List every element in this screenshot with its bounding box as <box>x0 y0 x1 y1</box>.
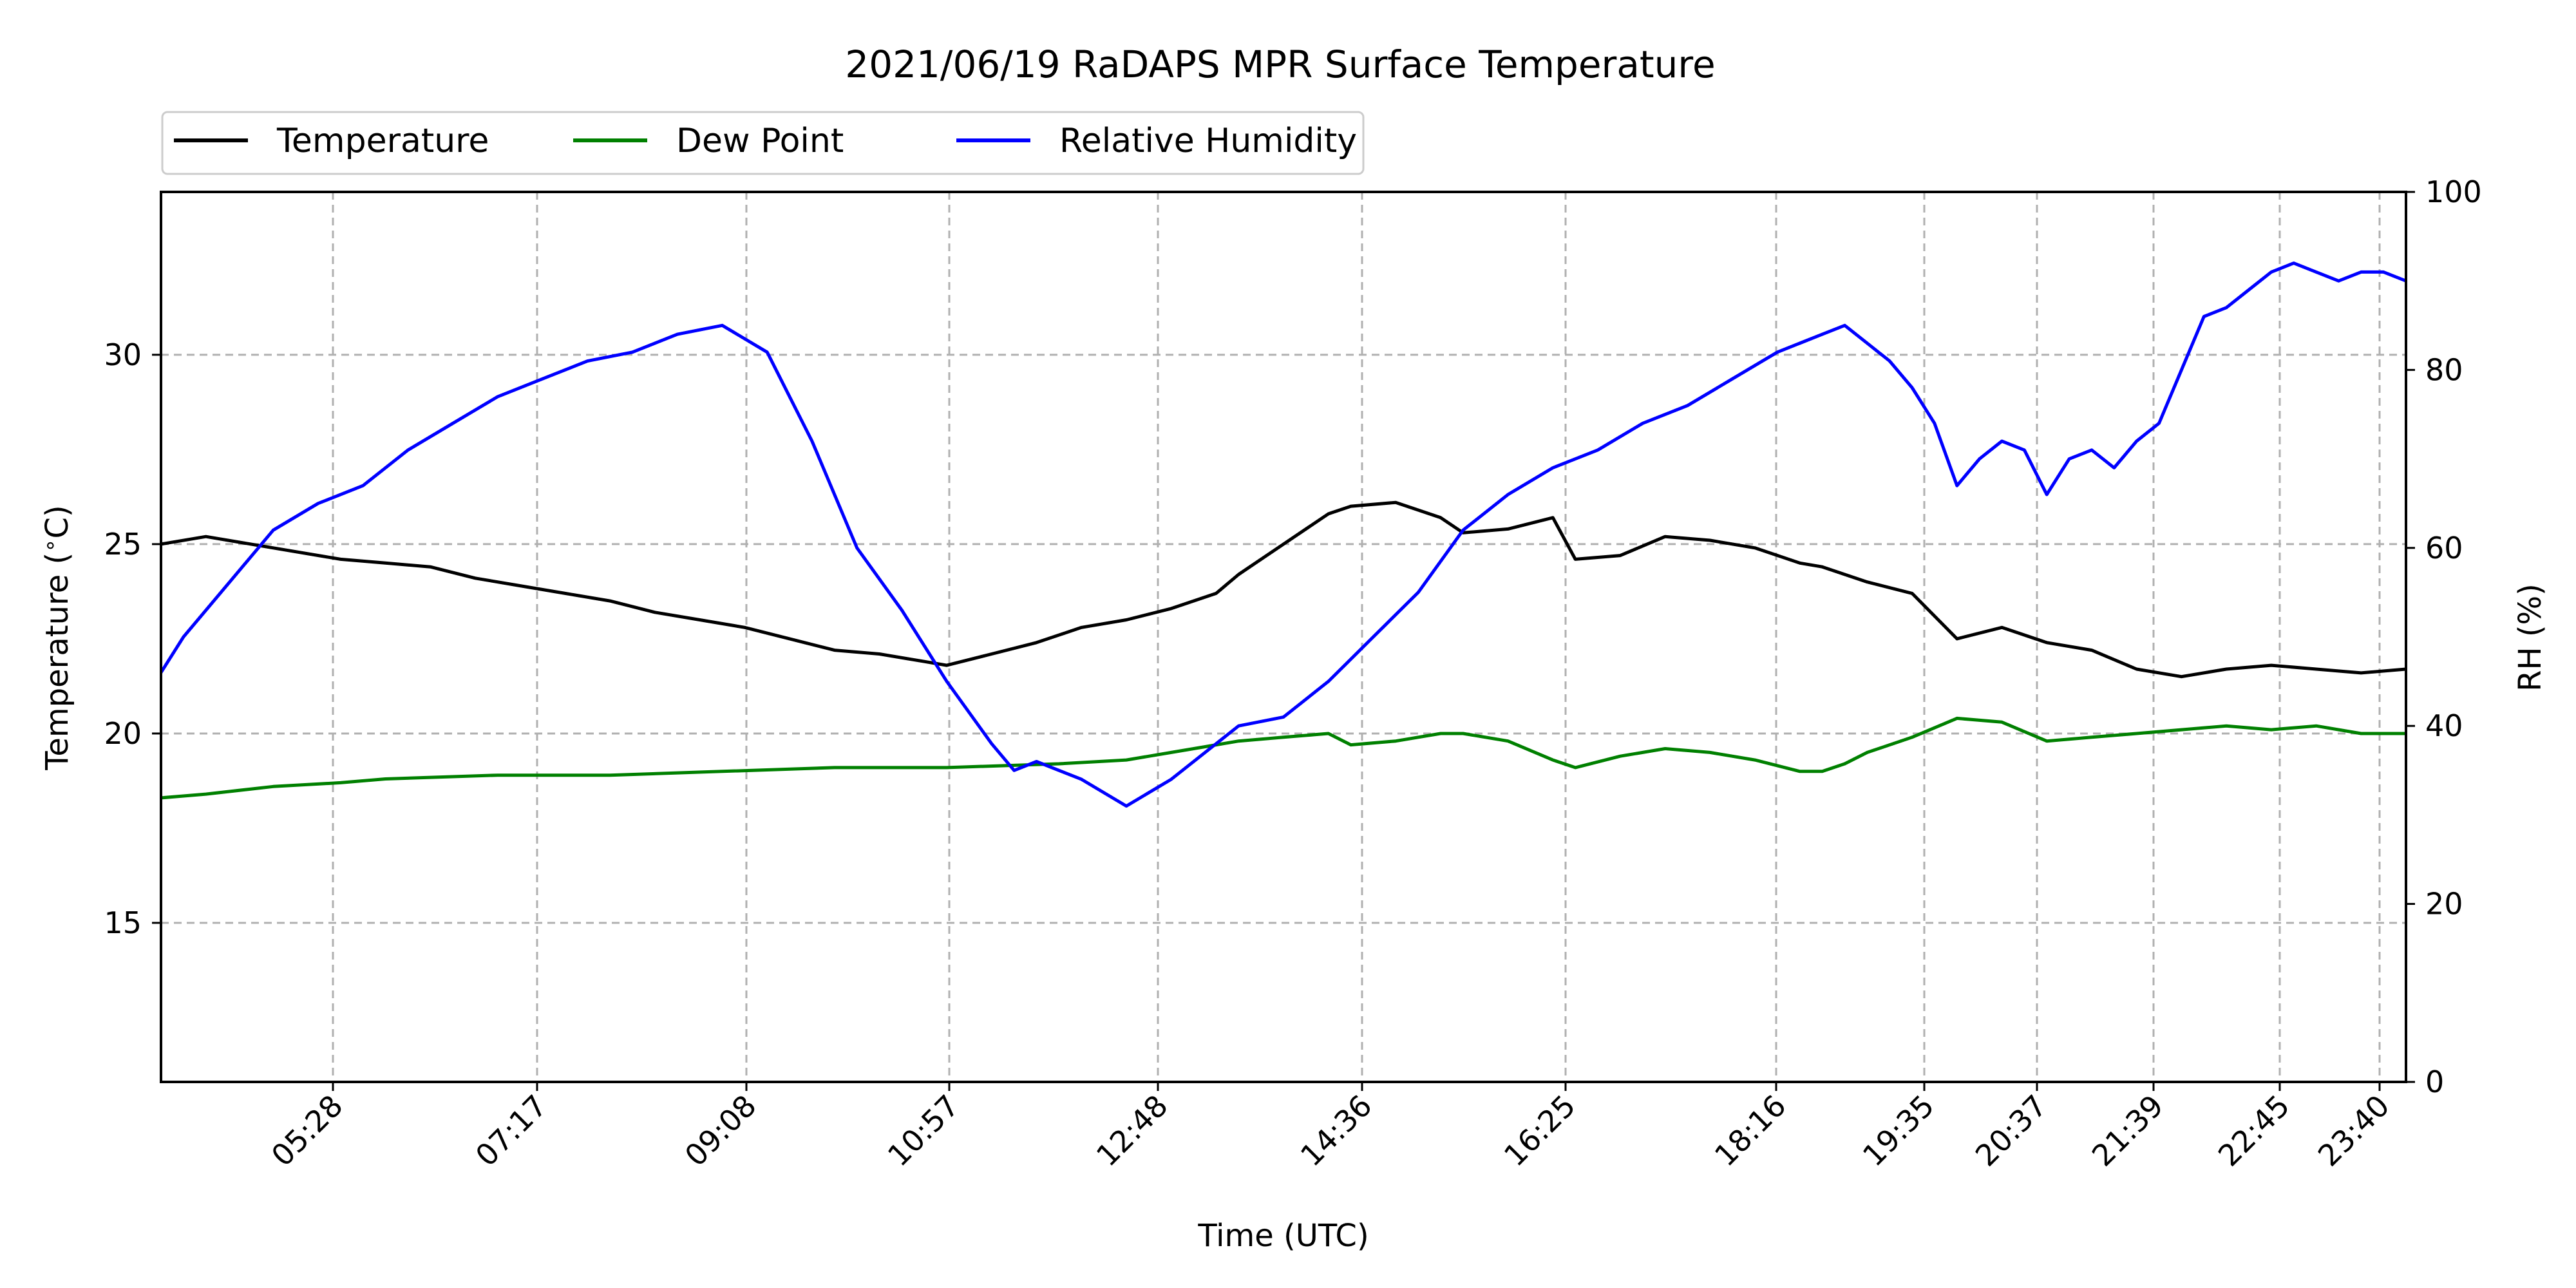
y2-tick-label: 0 <box>2425 1065 2444 1099</box>
y2-axis-label: RH (%) <box>2512 583 2548 692</box>
series-line-temperature <box>160 500 2407 679</box>
y2-tick-label: 100 <box>2425 175 2482 209</box>
y-tick-label: 15 <box>104 905 142 940</box>
y-tick-label: 20 <box>104 716 142 751</box>
y-tick-label: 25 <box>104 527 142 562</box>
right-axis: 0 20 40 60 80 100 <box>2406 175 2482 1099</box>
legend-rh-label: Relative Humidity <box>1059 122 1357 160</box>
chart-title: 2021/06/19 RaDAPS MPR Surface Temperatur… <box>845 43 1715 86</box>
y2-tick-label: 20 <box>2425 887 2463 922</box>
y2-tick-label: 40 <box>2425 708 2463 743</box>
left-axis: 15 20 25 30 <box>104 337 161 940</box>
y-axis-label-degree: ∘ <box>37 538 63 552</box>
series-line-relative-humidity <box>159 261 2407 808</box>
legend-temperature-label: Temperature <box>276 122 489 160</box>
y2-tick-label: 80 <box>2425 352 2463 387</box>
series-line-dew-point <box>160 716 2406 800</box>
plot-frame <box>160 191 2407 1083</box>
y-tick-label: 30 <box>104 337 142 372</box>
y-axis-label-unit: C) <box>39 505 75 538</box>
series-layer <box>159 261 2407 808</box>
legend-box <box>161 111 1365 175</box>
legend: Temperature Dew Point Relative Humidity <box>161 111 1365 175</box>
x-axis-label: Time (UTC) <box>1197 1218 1368 1254</box>
y2-tick-label: 60 <box>2425 531 2463 565</box>
legend-dewpoint-label: Dew Point <box>676 122 844 160</box>
